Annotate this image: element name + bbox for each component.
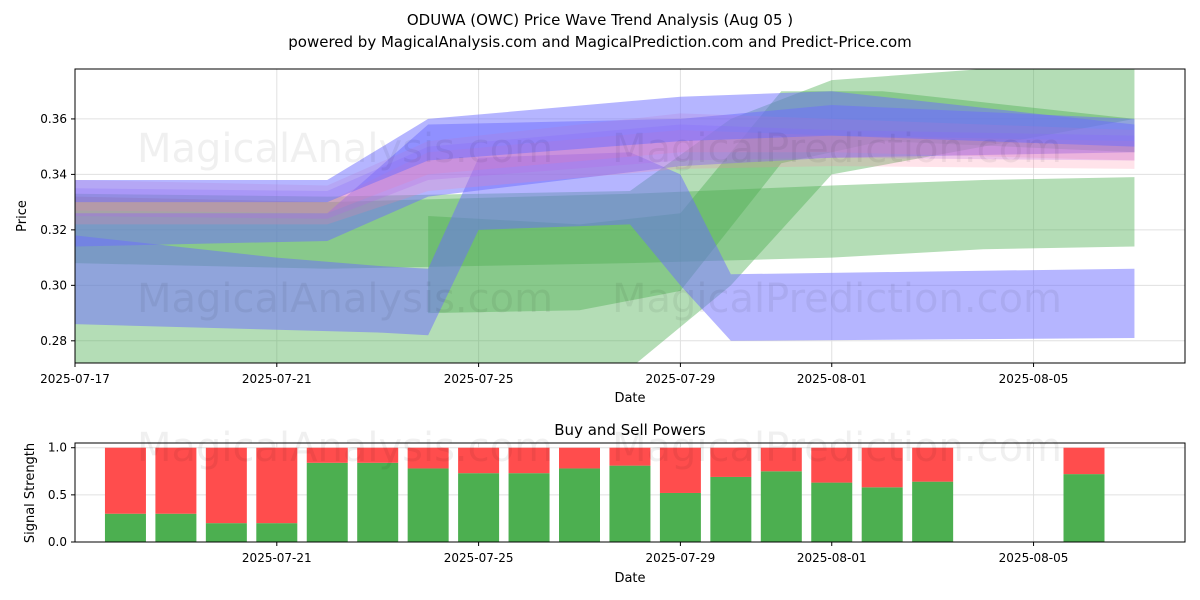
- buy-power-bar: [306, 462, 348, 542]
- price-wave-band-blue: [75, 91, 1135, 203]
- price-x-tick-label: 2025-07-25: [444, 372, 514, 386]
- buy-power-bar: [912, 481, 954, 542]
- price-y-tick-label: 0.28: [40, 334, 67, 348]
- buy-power-bar: [710, 476, 752, 542]
- price-y-axis-label: Price: [15, 200, 30, 232]
- power-x-tick-label: 2025-07-25: [444, 551, 514, 565]
- sell-power-bar: [1063, 447, 1105, 475]
- price-plot-frame: [74, 68, 1186, 364]
- price-x-tick-label: 2025-08-01: [797, 372, 867, 386]
- sell-power-bar: [710, 447, 752, 477]
- chart-subtitle: powered by MagicalAnalysis.com and Magic…: [288, 33, 912, 51]
- price-wave-band-pink: [75, 130, 1135, 225]
- sell-power-bar: [760, 447, 802, 472]
- watermark-prediction-mid: MagicalPrediction.com: [612, 276, 1062, 322]
- power-x-tick-label: 2025-07-29: [646, 551, 716, 565]
- price-wave-band-blue: [75, 105, 1135, 247]
- sell-power-bar: [559, 447, 600, 469]
- watermark-prediction-bottom: MagicalPrediction.com: [612, 425, 1062, 471]
- price-y-tick-label: 0.30: [40, 278, 67, 292]
- sell-power-bar: [508, 447, 550, 474]
- power-x-axis-label: Date: [614, 571, 645, 586]
- sell-power-bar: [861, 447, 903, 488]
- buy-power-bar: [407, 468, 449, 542]
- price-x-tick-label: 2025-08-05: [999, 372, 1069, 386]
- price-wave-band-green: [428, 91, 1135, 314]
- buy-power-bar: [811, 482, 853, 542]
- sell-power-bar: [104, 447, 146, 514]
- watermark-analysis-mid: MagicalAnalysis.com: [137, 276, 553, 322]
- power-y-tick-label: 0.5: [48, 488, 67, 502]
- watermark-analysis-bottom: MagicalAnalysis.com: [137, 425, 553, 471]
- watermark-prediction-top: MagicalPrediction.com: [612, 126, 1062, 172]
- price-panel: MagicalAnalysis.com MagicalPrediction.co…: [15, 68, 1186, 406]
- power-plot-frame: [74, 442, 1186, 543]
- sell-power-bar: [407, 447, 449, 469]
- buy-power-bar: [609, 465, 651, 542]
- sell-power-bar: [912, 447, 954, 482]
- sell-power-bar: [256, 447, 298, 524]
- price-wave-band-blue: [75, 152, 1135, 341]
- buy-power-bar: [559, 468, 600, 542]
- sell-power-bar: [205, 447, 247, 524]
- sell-power-bar: [155, 447, 197, 514]
- price-y-tick-label: 0.32: [40, 223, 67, 237]
- price-y-tick-label: 0.36: [40, 112, 67, 126]
- sell-power-bar: [306, 447, 348, 463]
- sell-power-bar: [609, 447, 651, 466]
- price-x-tick-label: 2025-07-17: [40, 372, 110, 386]
- sell-power-bar: [357, 447, 399, 463]
- power-y-tick-label: 0.0: [48, 535, 67, 549]
- buy-power-bar: [205, 523, 247, 542]
- chart-title: ODUWA (OWC) Price Wave Trend Analysis (A…: [407, 11, 793, 29]
- buy-power-bar: [760, 471, 802, 542]
- sell-power-bar: [811, 447, 853, 483]
- power-x-tick-label: 2025-08-01: [797, 551, 867, 565]
- power-x-tick-label: 2025-08-05: [999, 551, 1069, 565]
- sell-power-bar: [458, 447, 500, 474]
- power-y-tick-label: 1.0: [48, 441, 67, 455]
- power-chart-title: Buy and Sell Powers: [554, 421, 706, 439]
- price-x-tick-label: 2025-07-21: [242, 372, 312, 386]
- watermark-analysis-top: MagicalAnalysis.com: [137, 126, 553, 172]
- buy-power-bar: [256, 523, 298, 542]
- buy-power-bar: [357, 462, 399, 542]
- power-panel: Buy and Sell Powers MagicalAnalysis.com …: [23, 421, 1186, 586]
- buy-power-bar: [104, 513, 146, 542]
- price-x-tick-label: 2025-07-29: [646, 372, 716, 386]
- sell-power-bar: [659, 447, 701, 493]
- buy-power-bar: [1063, 474, 1105, 542]
- power-y-axis-label: Signal Strength: [23, 443, 38, 543]
- price-y-tick-label: 0.34: [40, 167, 67, 181]
- buy-power-bar: [155, 513, 197, 542]
- price-x-axis-label: Date: [614, 391, 645, 406]
- buy-power-bar: [458, 473, 500, 542]
- buy-power-bar: [861, 487, 903, 542]
- buy-power-bar: [508, 473, 550, 542]
- buy-power-bar: [659, 492, 701, 542]
- power-x-tick-label: 2025-07-21: [242, 551, 312, 565]
